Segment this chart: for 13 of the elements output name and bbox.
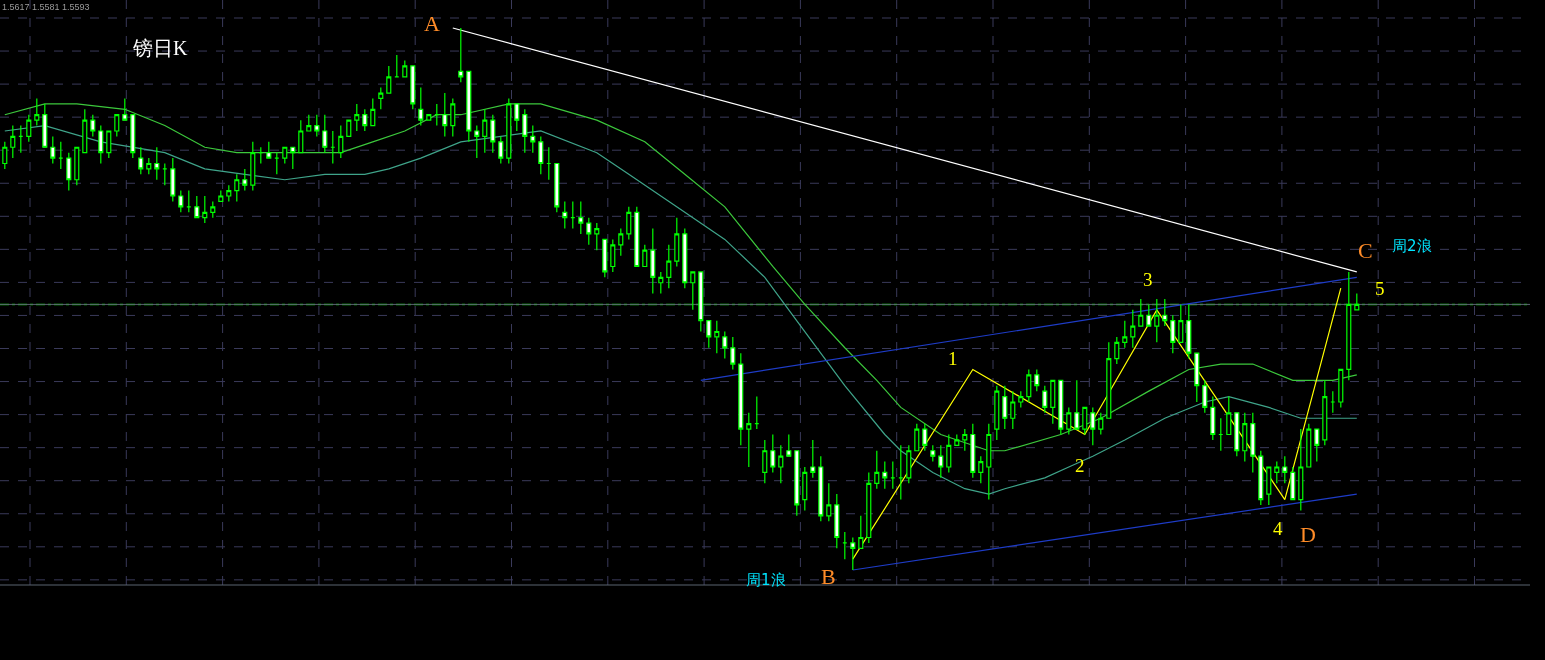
annotation: 2 [1075,455,1085,476]
text: 周2浪 [1392,237,1432,255]
annotation: C [1358,238,1373,263]
annotation: 3 [1143,269,1153,290]
annotation: 1 [948,348,958,369]
chart-title: 镑日K [132,37,188,59]
annotation: 4 [1273,518,1283,539]
annotation: B [821,564,836,589]
annotation: A [424,11,440,36]
annotation: D [1300,522,1316,547]
text: 周1浪 [746,571,786,589]
text: 5 [1375,278,1385,299]
text: 1.5617 1.5581 1.5593 [2,2,90,12]
